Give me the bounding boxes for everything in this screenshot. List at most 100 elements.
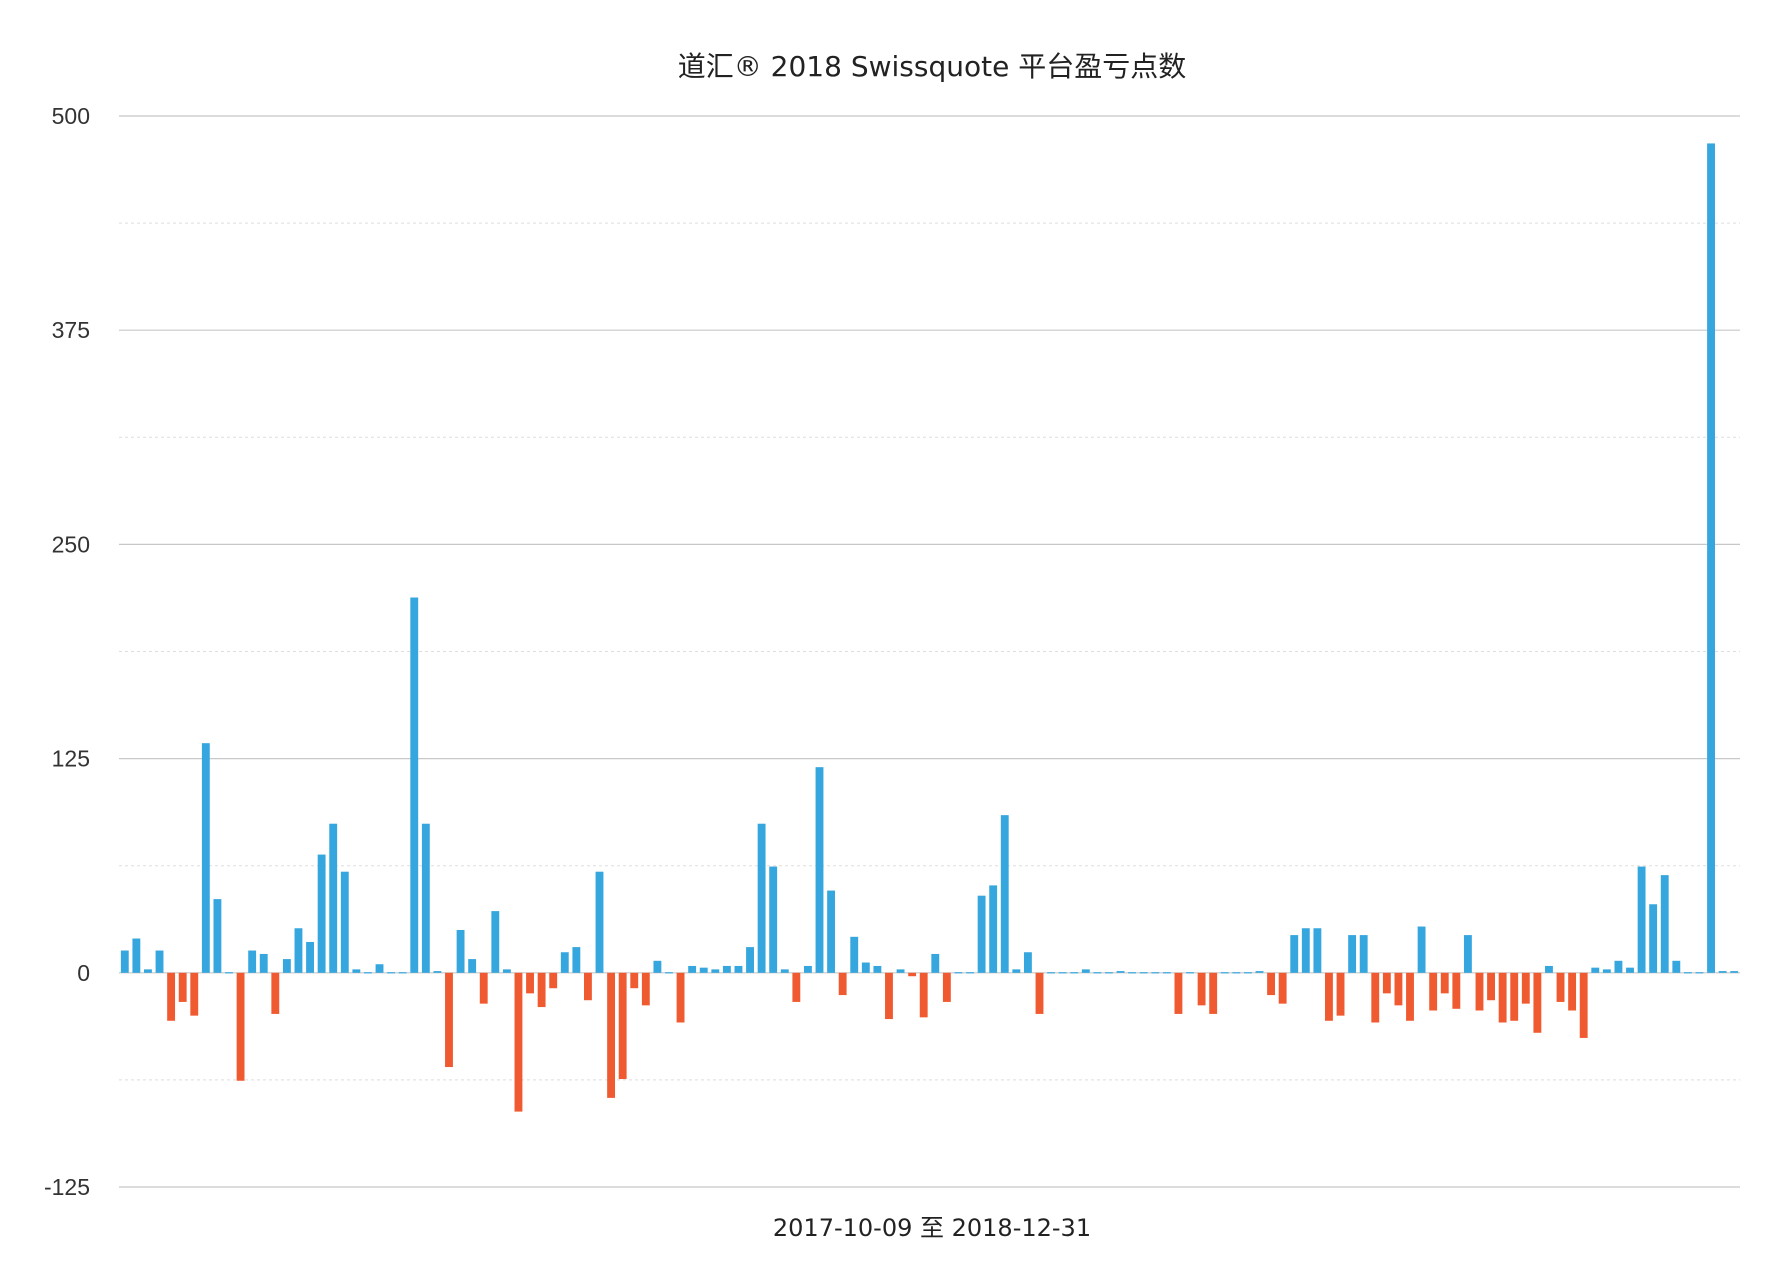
bar xyxy=(861,962,870,973)
bar xyxy=(537,972,546,1008)
bar xyxy=(1290,935,1299,973)
bar xyxy=(468,959,477,973)
bar xyxy=(584,972,592,1001)
bar xyxy=(329,823,338,973)
bar xyxy=(445,972,453,1068)
chart-title: 道汇® 2018 Swissquote 平台盈亏点数 xyxy=(678,50,1186,83)
y-tick-label: 0 xyxy=(77,960,90,986)
bar xyxy=(1209,972,1218,1014)
bar xyxy=(931,953,940,973)
bar xyxy=(1637,866,1646,973)
bar xyxy=(919,972,928,1018)
bar xyxy=(1348,935,1357,973)
bar xyxy=(769,866,778,973)
bar xyxy=(1301,928,1310,973)
bar xyxy=(653,960,662,973)
bar xyxy=(1429,972,1438,1011)
bar xyxy=(1151,972,1160,974)
bar xyxy=(410,597,419,973)
bar xyxy=(572,947,581,973)
bar xyxy=(1579,972,1588,1038)
bar xyxy=(1278,972,1287,1004)
bar xyxy=(711,969,720,973)
bar xyxy=(885,972,893,1020)
bar xyxy=(1325,972,1333,1021)
bar xyxy=(1568,972,1577,1011)
bar xyxy=(120,950,129,973)
bar xyxy=(699,967,708,973)
bar xyxy=(560,952,569,973)
bar xyxy=(1220,972,1229,974)
bar xyxy=(1406,972,1414,1021)
bar xyxy=(236,972,245,1081)
bar xyxy=(1695,972,1704,974)
bar xyxy=(1197,972,1206,1006)
y-tick-label: 250 xyxy=(52,531,90,557)
bar xyxy=(1371,972,1380,1023)
bar xyxy=(1394,972,1403,1006)
bar xyxy=(1487,972,1495,1001)
bar xyxy=(502,969,511,973)
bar xyxy=(1556,972,1565,1002)
bar xyxy=(792,972,801,1002)
bar xyxy=(294,928,303,973)
bar xyxy=(178,972,187,1002)
bars xyxy=(120,143,1739,1112)
bar xyxy=(1521,972,1530,1004)
bar xyxy=(1533,972,1542,1033)
bar xyxy=(1243,972,1252,974)
bar xyxy=(746,947,754,973)
bar xyxy=(514,972,523,1112)
bar xyxy=(213,899,222,973)
y-axis-tick-labels: 500 375 250 125 0 -125 xyxy=(44,103,90,1200)
bar xyxy=(595,871,604,973)
bar xyxy=(676,972,685,1023)
bar xyxy=(1058,972,1067,974)
bar xyxy=(1000,815,1009,973)
bar xyxy=(1162,972,1171,974)
bar xyxy=(398,972,407,974)
bar xyxy=(1035,972,1044,1014)
bar xyxy=(155,950,164,973)
bar xyxy=(306,941,314,973)
x-axis-label: 2017-10-09 至 2018-12-31 xyxy=(773,1214,1091,1242)
bar xyxy=(1174,972,1183,1014)
bar xyxy=(340,871,349,973)
bar xyxy=(526,972,534,994)
bar xyxy=(132,938,141,973)
bar xyxy=(966,972,974,974)
bar xyxy=(201,743,210,973)
bar xyxy=(1081,969,1090,973)
bar xyxy=(1498,972,1507,1023)
bar xyxy=(1336,972,1345,1016)
y-tick-label: 125 xyxy=(52,746,90,772)
bar xyxy=(421,823,430,973)
bar xyxy=(1718,971,1727,973)
bar xyxy=(1545,965,1553,973)
bar xyxy=(259,953,268,973)
bar xyxy=(364,972,372,974)
bar xyxy=(1139,972,1148,974)
y-tick-label: 500 xyxy=(52,103,90,129)
bar xyxy=(1023,952,1032,973)
bar xyxy=(479,972,488,1004)
bar xyxy=(1591,967,1600,973)
bar xyxy=(618,972,627,1080)
bar xyxy=(167,972,176,1021)
bar xyxy=(1510,972,1519,1021)
bar xyxy=(896,969,905,973)
y-tick-label: -125 xyxy=(44,1174,90,1200)
bar xyxy=(1672,960,1681,973)
bar xyxy=(1093,972,1102,974)
bar xyxy=(1267,972,1275,996)
bar xyxy=(1128,972,1137,974)
grid-lines xyxy=(119,115,1740,1188)
bar xyxy=(456,929,465,973)
bar xyxy=(757,823,766,973)
bar xyxy=(977,895,986,973)
bar xyxy=(850,936,859,973)
bar xyxy=(827,890,836,973)
bar xyxy=(1602,969,1611,973)
